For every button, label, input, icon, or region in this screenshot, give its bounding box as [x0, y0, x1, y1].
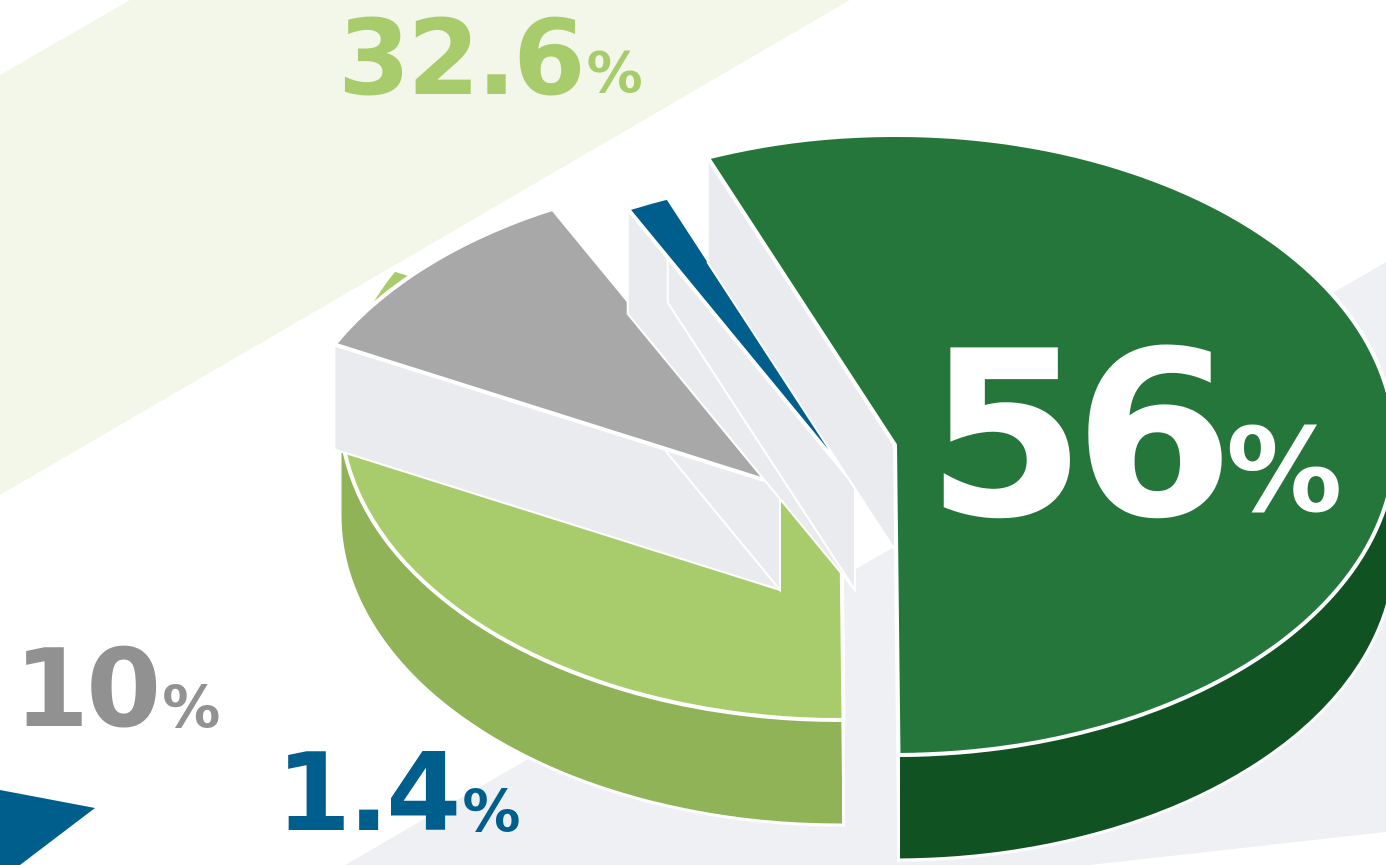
background-band-green — [0, 0, 850, 495]
label-blue-percent-sign: % — [462, 777, 521, 845]
label-light-green-slice: 32.6 % — [338, 6, 643, 110]
label-gray-value: 10 — [14, 627, 161, 752]
slice-top-2 — [332, 206, 782, 487]
label-gray-slice: 10 % — [14, 636, 220, 744]
slice-top-3 — [625, 195, 857, 487]
label-dark-green-slice: 56 % — [926, 322, 1342, 552]
label-light-percent-sign: % — [586, 41, 643, 106]
label-gray-percent-sign: % — [162, 673, 221, 741]
label-blue-value: 1.4 — [276, 731, 461, 856]
label-blue-slice: 1.4 % — [276, 740, 520, 848]
slice-fragment-blue — [0, 790, 95, 865]
slice-top-0 — [705, 133, 1386, 757]
label-light-value: 32.6 — [338, 0, 586, 119]
label-main-value: 56 — [926, 303, 1234, 570]
label-main-percent-sign: % — [1226, 404, 1343, 539]
